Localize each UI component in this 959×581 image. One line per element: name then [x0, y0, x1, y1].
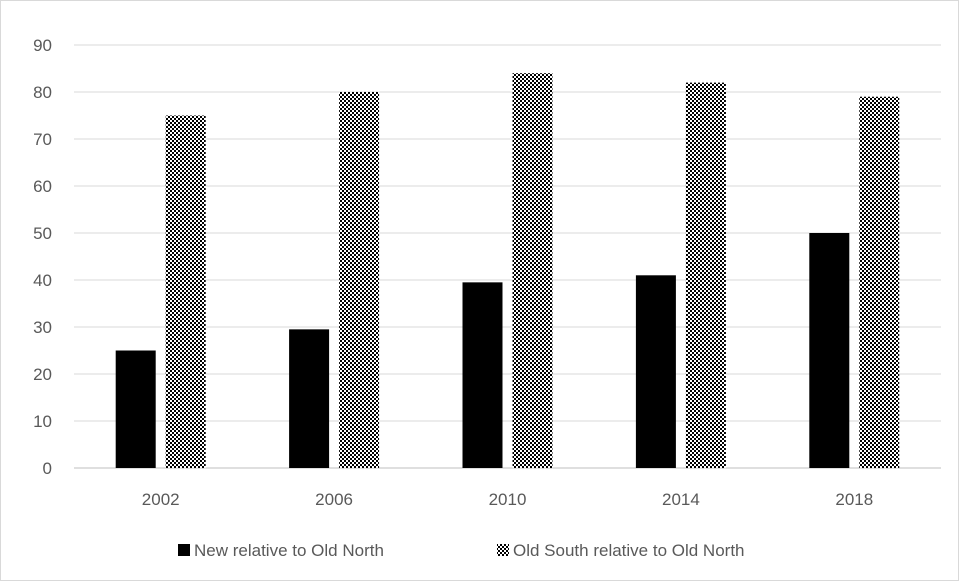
y-tick-label: 40 — [33, 271, 52, 290]
bar-old-south-relative-to-old-north-2010 — [512, 73, 553, 468]
bars — [115, 73, 900, 468]
x-axis-tick-labels: 2002 2006 2010 2014 2018 — [142, 490, 873, 509]
bar-old-south-relative-to-old-north-2014 — [685, 82, 726, 468]
x-tick-label: 2014 — [662, 490, 700, 509]
y-tick-label: 90 — [33, 36, 52, 55]
x-tick-label: 2006 — [315, 490, 353, 509]
legend-label: New relative to Old North — [194, 541, 384, 560]
y-tick-label: 10 — [33, 412, 52, 431]
y-tick-label: 50 — [33, 224, 52, 243]
y-tick-label: 30 — [33, 318, 52, 337]
bar-new-relative-to-old-north-2010 — [462, 282, 503, 468]
y-tick-label: 80 — [33, 83, 52, 102]
legend-swatch — [178, 544, 190, 556]
y-axis-tick-labels: 0 10 20 30 40 50 60 70 80 90 — [33, 36, 52, 478]
y-tick-label: 0 — [43, 459, 52, 478]
legend-swatch — [497, 544, 509, 556]
x-tick-label: 2002 — [142, 490, 180, 509]
gridlines — [74, 44, 941, 469]
bar-old-south-relative-to-old-north-2018 — [859, 96, 900, 468]
x-tick-label: 2018 — [835, 490, 873, 509]
bar-old-south-relative-to-old-north-2002 — [165, 115, 206, 468]
bar-old-south-relative-to-old-north-2006 — [339, 92, 380, 468]
y-tick-label: 20 — [33, 365, 52, 384]
legend: New relative to Old North Old South relat… — [178, 541, 745, 560]
y-tick-label: 70 — [33, 130, 52, 149]
y-tick-label: 60 — [33, 177, 52, 196]
bar-new-relative-to-old-north-2014 — [635, 275, 676, 468]
bar-new-relative-to-old-north-2006 — [289, 329, 330, 468]
bar-new-relative-to-old-north-2018 — [809, 233, 850, 468]
x-tick-label: 2010 — [489, 490, 527, 509]
legend-label: Old South relative to Old North — [513, 541, 745, 560]
bar-new-relative-to-old-north-2002 — [115, 350, 156, 468]
